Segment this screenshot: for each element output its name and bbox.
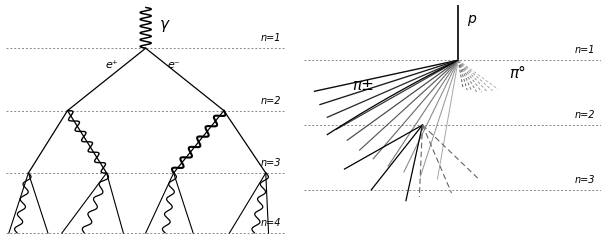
Text: p: p: [467, 12, 476, 26]
Text: n=2: n=2: [574, 110, 595, 120]
Text: π±: π±: [352, 78, 374, 93]
Text: n=2: n=2: [260, 96, 280, 106]
Text: e⁻: e⁻: [167, 60, 180, 70]
Text: γ: γ: [160, 17, 169, 32]
Text: n=1: n=1: [260, 34, 280, 43]
Text: n=3: n=3: [574, 175, 595, 185]
Text: π°: π°: [509, 66, 526, 81]
Text: n=3: n=3: [260, 158, 280, 168]
Text: e⁺: e⁺: [106, 60, 118, 70]
Text: n=1: n=1: [574, 46, 595, 56]
Text: n=4: n=4: [260, 218, 280, 228]
